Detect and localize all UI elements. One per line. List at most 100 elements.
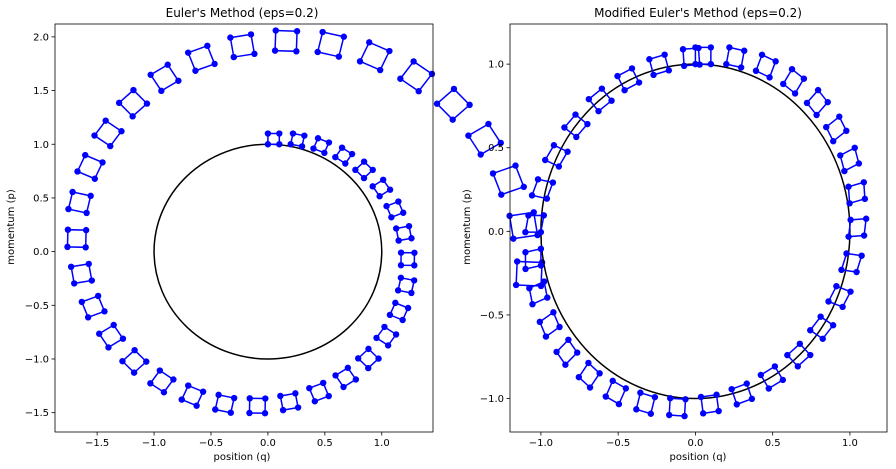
data-point-euler — [376, 193, 383, 200]
phase-square-euler — [149, 63, 180, 92]
data-point-euler — [185, 382, 192, 389]
data-point-euler — [264, 130, 272, 137]
data-point-euler — [310, 145, 317, 152]
data-point-euler — [175, 77, 182, 84]
data-point-euler — [314, 135, 322, 142]
y-axis-label-euler: momentum (p) — [6, 189, 17, 265]
y-tick-label-euler: 2.0 — [33, 32, 49, 43]
data-point-modified-euler — [540, 212, 548, 219]
phase-square-euler — [180, 384, 205, 407]
data-point-euler — [115, 99, 123, 107]
phase-square-modified-euler — [604, 379, 627, 406]
data-point-modified-euler — [807, 327, 814, 334]
data-point-modified-euler — [780, 80, 787, 88]
phase-square-euler — [435, 87, 471, 121]
data-point-modified-euler — [847, 288, 854, 295]
data-point-modified-euler — [542, 156, 549, 164]
data-point-modified-euler — [666, 411, 673, 419]
data-point-modified-euler — [549, 179, 557, 186]
data-point-modified-euler — [666, 395, 674, 402]
data-point-modified-euler — [573, 133, 580, 141]
data-point-modified-euler — [614, 72, 621, 80]
y-tick-label-euler: 1.5 — [33, 86, 49, 97]
data-point-euler — [415, 88, 422, 95]
data-point-modified-euler — [841, 167, 848, 175]
data-point-modified-euler — [650, 71, 657, 79]
phase-square-euler — [98, 324, 125, 349]
x-tick-label-modified-euler: −1.0 — [529, 438, 553, 449]
data-point-euler — [91, 132, 98, 139]
phase-square-euler — [80, 294, 106, 319]
y-tick-label-modified-euler: 0.0 — [488, 227, 504, 238]
data-point-euler — [340, 33, 348, 40]
data-point-euler — [130, 86, 137, 94]
phase-square-euler — [76, 154, 104, 180]
data-point-euler — [342, 160, 349, 167]
data-point-euler — [360, 158, 368, 165]
phase-square-euler — [93, 119, 123, 148]
phase-square-euler — [334, 366, 357, 389]
data-point-euler — [520, 183, 527, 191]
data-point-euler — [147, 380, 154, 387]
data-point-euler — [271, 47, 279, 54]
data-point-modified-euler — [575, 373, 583, 381]
data-point-euler — [69, 188, 76, 196]
data-point-euler — [64, 243, 71, 251]
data-point-modified-euler — [836, 113, 843, 120]
data-point-euler — [386, 186, 394, 193]
y-axis-label-modified-euler: momentum (p) — [462, 189, 473, 265]
data-point-euler — [107, 142, 114, 150]
data-point-modified-euler — [537, 245, 545, 253]
data-point-euler — [88, 277, 96, 284]
data-point-modified-euler — [858, 252, 865, 259]
data-point-modified-euler — [845, 183, 852, 190]
data-point-modified-euler — [615, 400, 623, 408]
data-point-euler — [184, 49, 192, 56]
data-point-modified-euler — [794, 363, 801, 370]
data-point-modified-euler — [839, 303, 846, 311]
data-point-euler — [64, 226, 72, 233]
data-point-modified-euler — [536, 318, 544, 326]
data-point-euler — [395, 198, 402, 205]
data-point-modified-euler — [830, 138, 837, 145]
data-point-euler — [410, 58, 417, 65]
data-point-euler — [388, 214, 395, 221]
y-tick-label-euler: −0.5 — [25, 301, 49, 312]
data-point-euler — [85, 260, 92, 268]
data-point-modified-euler — [853, 268, 860, 276]
data-point-euler — [84, 314, 92, 321]
data-point-modified-euler — [585, 95, 593, 103]
data-point-euler — [67, 263, 75, 270]
phase-square-euler — [187, 44, 216, 72]
data-point-modified-euler — [621, 86, 628, 94]
data-point-euler — [87, 192, 94, 200]
data-point-euler — [246, 409, 253, 417]
data-point-modified-euler — [537, 228, 545, 236]
data-point-modified-euler — [608, 97, 615, 104]
data-point-modified-euler — [681, 412, 688, 420]
data-point-modified-euler — [646, 56, 653, 63]
data-point-modified-euler — [553, 348, 560, 356]
data-point-modified-euler — [540, 278, 548, 285]
data-point-euler — [465, 132, 472, 139]
phase-square-euler — [149, 369, 175, 394]
data-point-euler — [340, 383, 347, 391]
data-point-euler — [294, 404, 302, 411]
data-point-euler — [373, 334, 380, 342]
data-point-modified-euler — [814, 86, 822, 94]
data-point-euler — [164, 61, 171, 68]
data-point-euler — [129, 113, 136, 120]
data-point-euler — [246, 395, 253, 402]
data-point-euler — [211, 60, 218, 68]
data-point-euler — [397, 75, 404, 82]
data-point-euler — [399, 316, 406, 324]
data-point-modified-euler — [529, 301, 536, 308]
data-point-euler — [365, 345, 372, 353]
data-point-euler — [156, 367, 164, 374]
data-point-modified-euler — [843, 250, 850, 257]
data-point-modified-euler — [651, 393, 659, 401]
data-point-euler — [261, 410, 269, 417]
data-point-euler — [449, 116, 456, 123]
data-point-modified-euler — [699, 410, 707, 417]
data-point-euler — [408, 289, 415, 297]
